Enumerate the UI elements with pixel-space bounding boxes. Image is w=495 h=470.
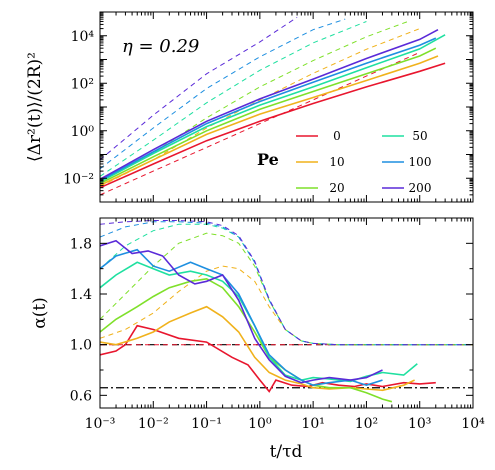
top-dashed-curve-pe-10 <box>100 28 420 187</box>
x-tick-label: 10³ <box>408 416 431 432</box>
top-dashed-curve-pe-200 <box>100 16 298 161</box>
bottom-dashed-curve-pe-20 <box>100 232 473 346</box>
top-msd-curve-pe-0 <box>100 62 446 189</box>
top-y-axis-label: ⟨Δr²(t)⟩/(2R)² <box>25 52 45 162</box>
bottom-alpha-curve-pe-0 <box>100 324 436 393</box>
top-y-tick-label: 10² <box>71 76 94 92</box>
legend-label-pe-0: 0 <box>333 129 341 143</box>
legend-label-pe-50: 50 <box>412 129 427 143</box>
bottom-alpha-curve-pe-20 <box>100 277 393 403</box>
top-msd-curve-pe-20 <box>100 47 437 185</box>
top-axes-frame <box>99 11 474 203</box>
top-msd-curve-pe-10 <box>100 55 439 187</box>
bottom-alpha-curve-pe-200 <box>100 239 383 384</box>
bottom-y-tick-label: 0.6 <box>70 388 92 404</box>
top-annotation: η = 0.29 <box>122 36 199 57</box>
x-tick-label: 10⁴ <box>461 416 485 432</box>
bottom-dashed-curve-pe-10 <box>100 265 473 346</box>
legend-label-pe-200: 200 <box>409 181 432 195</box>
top-y-tick-label: 10⁰ <box>71 124 95 140</box>
top-y-tick-label: 10⁴ <box>71 29 95 45</box>
x-tick-label: 10¹ <box>301 416 324 432</box>
bottom-ticks: 10⁻³ 10⁻² 10⁻¹ 10⁰ 10¹ 10² 10³ 10⁴ 0.6 1.0 1.4 1.8 <box>70 217 485 432</box>
bottom-panel: 10⁻³ 10⁻² 10⁻¹ 10⁰ 10¹ 10² 10³ 10⁴0.61.01.41.8 … <box>30 217 485 462</box>
x-tick-label: 10⁻³ <box>85 416 116 432</box>
bottom-dashed-curve-pe-100 <box>100 221 473 346</box>
top-msd-curve-pe-100 <box>100 37 437 182</box>
bottom-axes-frame <box>99 217 474 409</box>
bottom-dashed-curve-pe-200 <box>100 220 473 346</box>
bottom-reference-lines <box>100 344 473 389</box>
top-y-tick-label: 10⁻² <box>63 171 94 187</box>
x-tick-label: 10⁻² <box>138 416 169 432</box>
bottom-y-tick-label: 1.8 <box>70 236 92 252</box>
x-tick-label: 10² <box>355 416 378 432</box>
bottom-alpha-curve-pe-10 <box>100 305 415 392</box>
legend-title: Pe <box>257 150 279 169</box>
top-dashed-curve-pe-0 <box>100 51 420 196</box>
legend-label-pe-100: 100 <box>409 155 432 169</box>
x-tick-label: 10⁻¹ <box>191 416 222 432</box>
top-msd-curves <box>100 28 446 189</box>
x-tick-label: 10⁰ <box>248 416 272 432</box>
bottom-dashed-curve-pe-50 <box>100 223 473 346</box>
bottom-alpha-curve-pe-100 <box>100 248 383 387</box>
bottom-dashed-curves <box>100 220 473 346</box>
top-dashed-curve-pe-50 <box>100 21 367 177</box>
legend: 0 10 20 50 100 200 <box>296 129 431 195</box>
legend-label-pe-20: 20 <box>329 181 344 195</box>
legend-label-pe-10: 10 <box>329 155 344 169</box>
bottom-y-tick-label: 1.0 <box>70 338 92 354</box>
bottom-y-tick-label: 1.4 <box>70 287 92 303</box>
top-msd-curve-pe-200 <box>100 28 439 180</box>
top-msd-curve-pe-50 <box>100 34 446 183</box>
bottom-y-axis-label: α(t) <box>30 297 50 329</box>
bottom-alpha-curves <box>100 239 436 403</box>
top-dashed-curve-pe-100 <box>100 18 346 170</box>
bottom-alpha-curve-pe-50 <box>100 261 418 383</box>
top-dashed-curves <box>100 16 420 196</box>
x-axis-label: t/τd <box>270 442 303 462</box>
